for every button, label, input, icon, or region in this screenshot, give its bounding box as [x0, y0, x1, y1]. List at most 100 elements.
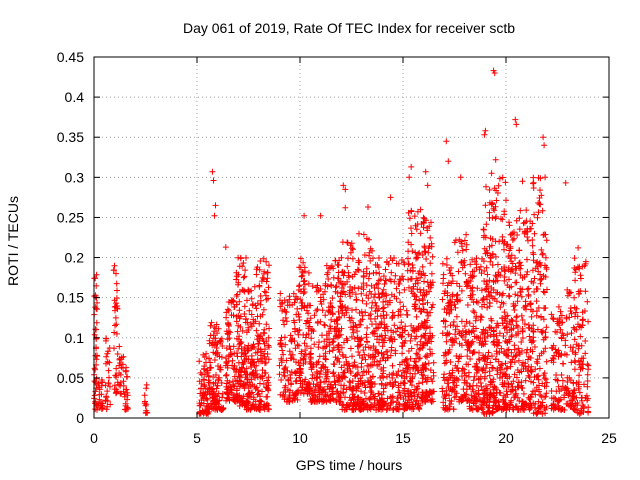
roti-point [245, 385, 252, 391]
roti-point [331, 326, 338, 332]
roti-point [286, 293, 293, 300]
roti-point [249, 389, 256, 396]
roti-point [211, 401, 217, 408]
roti-point [252, 318, 259, 325]
roti-point [230, 395, 237, 402]
roti-point [321, 321, 328, 328]
roti-point [355, 267, 362, 274]
roti-point [397, 299, 404, 306]
roti-point [233, 390, 240, 397]
roti-point [103, 335, 110, 342]
roti-point [249, 358, 256, 365]
roti-point [380, 286, 387, 293]
roti-point [236, 373, 243, 380]
roti-point [233, 276, 240, 283]
roti-point [379, 343, 386, 350]
roti-point [223, 371, 230, 378]
roti-point [353, 306, 359, 313]
roti-point [341, 362, 348, 369]
roti-point [379, 305, 386, 312]
roti-point [379, 290, 386, 296]
roti-point [197, 390, 204, 397]
roti-point [263, 338, 270, 345]
roti-point [374, 336, 380, 343]
roti-point [295, 342, 302, 349]
roti-point [293, 378, 300, 385]
roti-point [298, 348, 305, 355]
roti-point [349, 387, 356, 394]
roti-point [277, 391, 284, 398]
roti-point [307, 315, 314, 322]
roti-point [361, 390, 368, 396]
roti-point [224, 362, 231, 369]
roti-point [372, 261, 379, 268]
roti-point [301, 289, 308, 295]
roti-point [334, 357, 340, 364]
roti-point [318, 301, 325, 307]
roti-point [205, 408, 212, 415]
roti-point [327, 383, 334, 390]
roti-point [216, 397, 223, 404]
y-tick-label: 0 [76, 410, 84, 426]
roti-point [296, 372, 303, 379]
roti-point [323, 262, 330, 269]
roti-point [393, 328, 399, 335]
roti-point [370, 255, 376, 262]
roti-point [395, 260, 402, 267]
roti-point [382, 325, 389, 332]
roti-point [365, 275, 372, 282]
roti-point [113, 321, 120, 328]
roti-point [372, 353, 379, 360]
roti-point [300, 259, 307, 266]
roti-point [282, 364, 289, 371]
roti-point [259, 375, 266, 382]
roti-point [394, 395, 401, 402]
roti-point [353, 324, 360, 331]
roti-point [244, 400, 251, 407]
roti-point [225, 328, 232, 335]
roti-point [324, 283, 331, 290]
roti-point [335, 341, 342, 348]
roti-point [95, 380, 102, 387]
roti-point [300, 357, 307, 363]
roti-point [325, 378, 332, 385]
x-tick-label: 10 [292, 430, 308, 446]
roti-point [311, 312, 318, 319]
roti-point [371, 294, 377, 301]
roti-point [281, 334, 288, 341]
roti-point [233, 385, 240, 392]
x-axis-label: GPS time / hours [296, 457, 403, 473]
roti-point [349, 353, 355, 360]
roti-point [213, 385, 220, 392]
roti-point [123, 367, 130, 374]
roti-point [311, 341, 318, 348]
roti-point [237, 254, 244, 261]
roti-point [113, 295, 120, 302]
roti-point [226, 343, 233, 350]
roti-point [257, 397, 263, 404]
roti-point [248, 359, 255, 366]
roti-point [397, 277, 404, 284]
roti-point [201, 366, 208, 373]
y-tick-label: 0.4 [65, 89, 85, 105]
roti-point [302, 334, 309, 341]
roti-point [336, 298, 343, 305]
x-tick-label: 0 [90, 430, 98, 446]
roti-point [341, 407, 348, 413]
roti-point [303, 320, 309, 327]
roti-point [222, 372, 229, 379]
roti-point [387, 379, 394, 386]
roti-point [208, 385, 215, 392]
roti-point [390, 329, 397, 336]
roti-point [297, 296, 304, 303]
roti-point [98, 400, 105, 407]
roti-point [239, 327, 246, 334]
roti-point [255, 390, 262, 397]
roti-point [238, 397, 245, 404]
roti-point [264, 269, 271, 276]
roti-point [210, 335, 217, 342]
roti-point [91, 365, 98, 372]
roti-point [201, 383, 208, 390]
roti-point [297, 389, 304, 396]
